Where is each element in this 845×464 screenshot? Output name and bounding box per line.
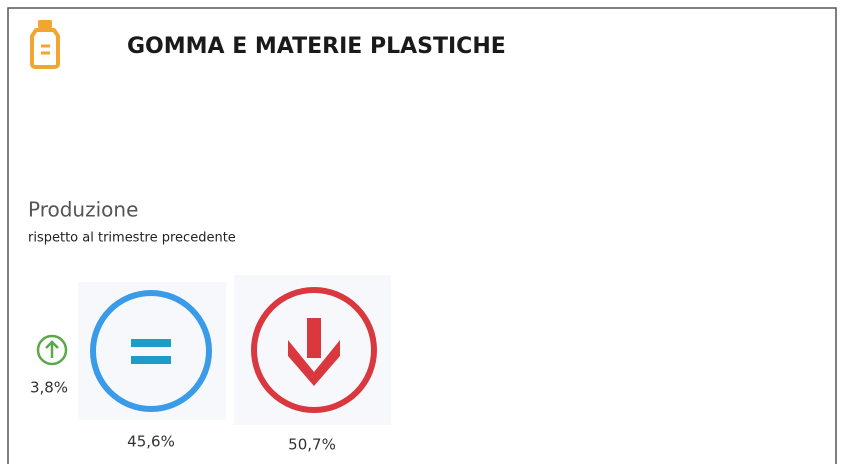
indicator-label: 45,6% (127, 433, 175, 451)
indicator-label: 50,7% (288, 436, 336, 454)
indicator-box (78, 282, 226, 420)
section-title: Produzione (28, 198, 138, 222)
indicator-label: 3,8% (30, 379, 68, 397)
up-icon (36, 334, 68, 366)
title: GOMMA E MATERIE PLASTICHE (127, 34, 506, 59)
bottle-icon (30, 20, 60, 69)
section-subtitle: rispetto al trimestre precedente (28, 231, 236, 246)
equal-icon (90, 290, 212, 412)
down-icon (251, 287, 377, 413)
